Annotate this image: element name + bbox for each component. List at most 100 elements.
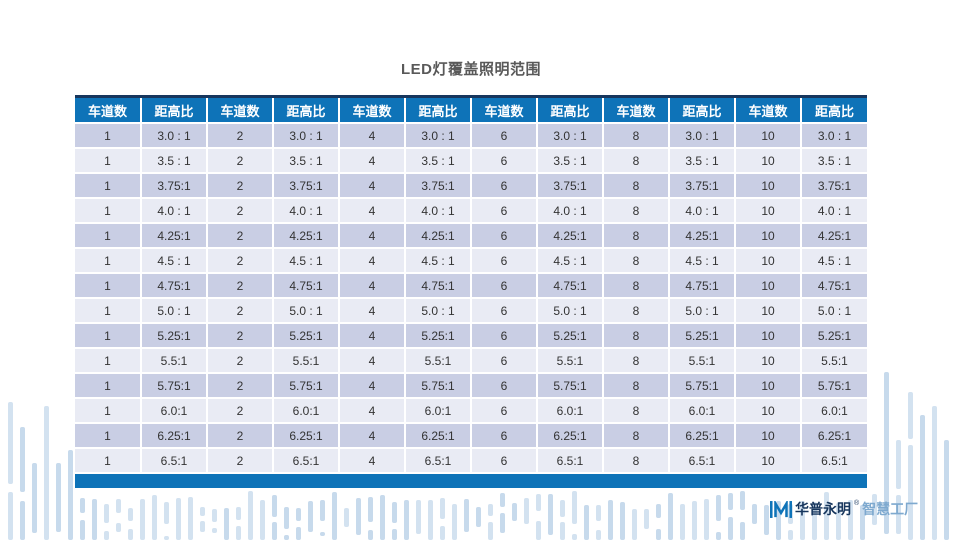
ratio-cell: 3.0 : 1 <box>405 123 472 149</box>
lane-count-cell: 6 <box>471 173 538 199</box>
deco-bar <box>20 501 25 540</box>
ratio-cell: 3.75:1 <box>273 173 340 199</box>
deco-bar <box>584 504 589 540</box>
table-row: 1 4.25:1 2 4.25:1 4 4.25:1 6 4.25:1 8 4.25:1 10 4.2… <box>75 223 867 249</box>
col-header-lanes: 车道数 <box>339 95 406 124</box>
deco-bar <box>116 522 121 532</box>
ratio-cell: 4.0 : 1 <box>273 198 340 224</box>
ratio-cell: 6.25:1 <box>141 423 208 449</box>
ratio-cell: 5.0 : 1 <box>801 298 867 324</box>
lane-count-cell: 8 <box>603 223 670 249</box>
deco-bar <box>44 406 49 540</box>
ratio-cell: 6.5:1 <box>405 448 472 474</box>
deco-bar <box>776 500 781 540</box>
deco-bar <box>752 503 757 525</box>
lane-count-cell: 1 <box>75 148 142 174</box>
ratio-cell: 4.0 : 1 <box>669 198 736 224</box>
deco-bar <box>548 494 553 536</box>
table-header: 车道数 距高比 车道数 距高比 车道数 距高比 车道数 距高比 车道数 距高比 车道数 距高比 <box>75 95 867 124</box>
deco-bar <box>896 439 901 490</box>
lane-count-cell: 4 <box>339 323 406 349</box>
deco-bar <box>872 494 877 526</box>
col-header-lanes: 车道数 <box>75 95 142 124</box>
ratio-cell: 6.5:1 <box>141 448 208 474</box>
ratio-cell: 5.75:1 <box>141 373 208 399</box>
deco-bar <box>788 530 793 540</box>
ratio-cell: 3.5 : 1 <box>537 148 604 174</box>
ratio-cell: 6.0:1 <box>273 398 340 424</box>
ratio-cell: 6.5:1 <box>537 448 604 474</box>
lane-count-cell: 8 <box>603 298 670 324</box>
ratio-cell: 3.5 : 1 <box>669 148 736 174</box>
ratio-cell: 3.5 : 1 <box>141 148 208 174</box>
lane-count-cell: 1 <box>75 248 142 274</box>
lane-count-cell: 4 <box>339 123 406 149</box>
lane-count-cell: 6 <box>471 123 538 149</box>
deco-bar <box>620 502 625 540</box>
deco-bar <box>728 517 733 540</box>
lane-count-cell: 1 <box>75 398 142 424</box>
ratio-cell: 5.5:1 <box>537 348 604 374</box>
deco-bar <box>860 505 865 540</box>
lane-count-cell: 2 <box>207 448 274 474</box>
ratio-cell: 4.5 : 1 <box>273 248 340 274</box>
deco-bar <box>452 504 457 540</box>
ratio-cell: 4.5 : 1 <box>405 248 472 274</box>
lane-count-cell: 1 <box>75 123 142 149</box>
ratio-cell: 4.75:1 <box>273 273 340 299</box>
ratio-cell: 5.25:1 <box>537 323 604 349</box>
ratio-cell: 3.75:1 <box>537 173 604 199</box>
lane-count-cell: 4 <box>339 273 406 299</box>
lane-count-cell: 4 <box>339 298 406 324</box>
lane-count-cell: 1 <box>75 323 142 349</box>
ratio-cell: 6.25:1 <box>669 423 736 449</box>
ratio-cell: 5.75:1 <box>273 373 340 399</box>
lane-count-cell: 8 <box>603 373 670 399</box>
ratio-cell: 6.25:1 <box>405 423 472 449</box>
lane-count-cell: 4 <box>339 148 406 174</box>
lane-count-cell: 10 <box>735 173 802 199</box>
table-footer-row <box>75 473 867 488</box>
brand-trademark: ® <box>854 500 860 507</box>
lane-count-cell: 4 <box>339 398 406 424</box>
deco-bar <box>236 507 241 521</box>
deco-bar <box>128 507 133 521</box>
lane-count-cell: 1 <box>75 273 142 299</box>
lane-count-cell: 2 <box>207 173 274 199</box>
table-row: 1 5.25:1 2 5.25:1 4 5.25:1 6 5.25:1 8 5.25:1 10 5.2… <box>75 323 867 349</box>
lane-count-cell: 1 <box>75 198 142 224</box>
deco-bar <box>236 525 241 540</box>
lane-count-cell: 8 <box>603 423 670 449</box>
ratio-cell: 5.5:1 <box>801 348 867 374</box>
deco-bar <box>392 502 397 524</box>
ratio-cell: 3.0 : 1 <box>537 123 604 149</box>
lane-count-cell: 2 <box>207 273 274 299</box>
deco-bar <box>284 507 289 529</box>
ratio-cell: 6.25:1 <box>273 423 340 449</box>
lane-count-cell: 10 <box>735 123 802 149</box>
deco-bar <box>320 499 325 521</box>
ratio-cell: 5.25:1 <box>141 323 208 349</box>
ratio-cell: 5.75:1 <box>537 373 604 399</box>
lane-count-cell: 8 <box>603 323 670 349</box>
deco-bar <box>896 495 901 535</box>
col-header-ratio: 距高比 <box>801 95 867 124</box>
lane-count-cell: 2 <box>207 148 274 174</box>
deco-bar <box>200 506 205 516</box>
ratio-cell: 3.75:1 <box>801 173 867 199</box>
ratio-cell: 4.25:1 <box>669 223 736 249</box>
lane-count-cell: 10 <box>735 148 802 174</box>
deco-bar <box>152 495 157 540</box>
deco-bar <box>908 392 913 440</box>
deco-bar <box>680 503 685 540</box>
ratio-cell: 4.25:1 <box>273 223 340 249</box>
lane-count-cell: 6 <box>471 373 538 399</box>
col-header-ratio: 距高比 <box>537 95 604 124</box>
coverage-table: 车道数 距高比 车道数 距高比 车道数 距高比 车道数 距高比 车道数 距高比 车道数 距高比 1 3.… <box>75 95 867 488</box>
deco-bar <box>632 508 637 540</box>
ratio-cell: 4.5 : 1 <box>141 248 208 274</box>
deco-bar <box>260 499 265 540</box>
deco-bar <box>80 520 85 540</box>
table-row: 1 4.5 : 1 2 4.5 : 1 4 4.5 : 1 6 4.5 : 1 8 4.5 : 1… <box>75 248 867 274</box>
